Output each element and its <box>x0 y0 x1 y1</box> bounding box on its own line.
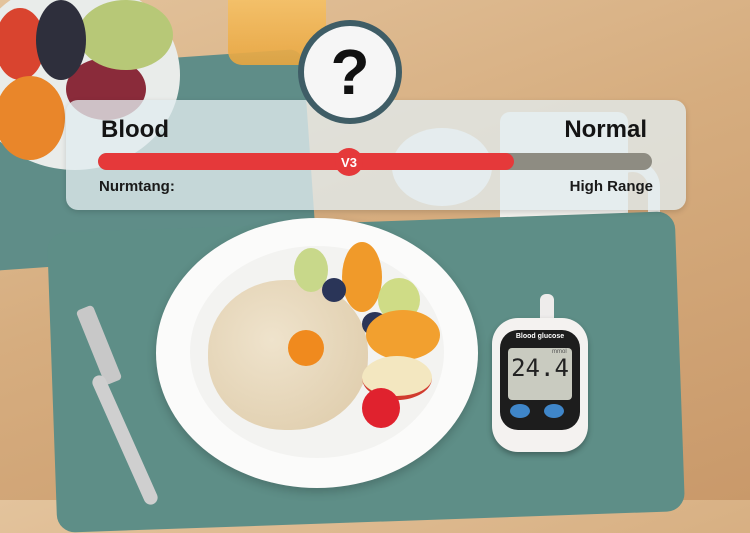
vs-badge: V3 <box>335 148 363 176</box>
orange-slice <box>366 310 440 360</box>
range-bar <box>98 153 652 170</box>
blueberries <box>36 0 86 80</box>
apricot <box>288 330 324 366</box>
glucose-meter-button-left <box>510 404 530 418</box>
glucose-meter-label: Blood glucose <box>515 333 565 340</box>
right-caption: High Range <box>569 178 653 195</box>
range-bar-fill <box>98 153 514 170</box>
glucose-meter-button-right <box>544 404 564 418</box>
glucose-meter-screen <box>508 348 572 400</box>
orange-slice <box>342 242 382 312</box>
glucose-meter-reading: 24.4 <box>511 354 569 382</box>
blueberry <box>322 278 346 302</box>
grapes <box>78 0 173 70</box>
glucose-meter-unit: mmol <box>552 349 567 355</box>
left-title: Blood <box>101 116 169 143</box>
oatmeal <box>208 280 368 430</box>
strawberry <box>362 388 400 428</box>
question-mark-icon: ? <box>298 20 402 124</box>
right-title: Normal <box>564 116 647 143</box>
left-caption: Nurmtang: <box>99 178 175 195</box>
orange <box>0 76 65 160</box>
